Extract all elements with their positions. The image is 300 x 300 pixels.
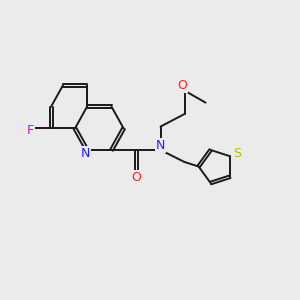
Text: N: N	[81, 147, 91, 161]
Text: F: F	[26, 124, 34, 137]
Text: S: S	[233, 147, 241, 161]
Text: O: O	[132, 171, 141, 184]
Text: O: O	[177, 79, 187, 92]
Text: N: N	[156, 139, 165, 152]
